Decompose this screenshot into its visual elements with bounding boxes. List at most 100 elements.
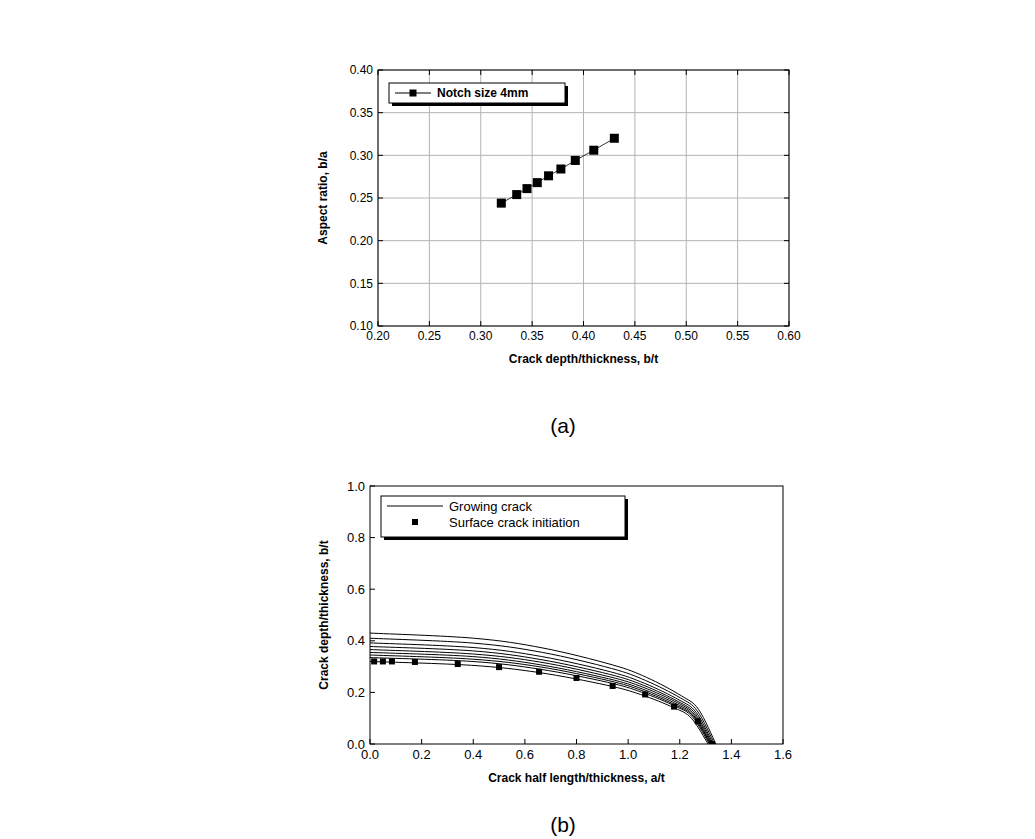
tick-label: 1.2 — [671, 747, 689, 762]
tick — [378, 198, 383, 199]
tick-label: 1.4 — [722, 747, 740, 762]
tick — [429, 70, 430, 75]
tick — [784, 283, 789, 284]
legend-box — [389, 83, 565, 103]
figure: 0.200.250.300.350.400.450.500.550.600.10… — [0, 0, 1035, 839]
tick — [378, 283, 383, 284]
data-point — [496, 664, 502, 670]
tick — [378, 112, 383, 113]
tick-label: 0.40 — [350, 63, 374, 77]
tick-label: 0.2 — [413, 747, 431, 762]
data-point — [589, 146, 598, 155]
tick — [686, 321, 687, 326]
tick-label: 0.25 — [418, 329, 442, 343]
grid-line — [378, 240, 789, 241]
data-point — [371, 658, 377, 664]
tick — [784, 155, 789, 156]
grid-line — [378, 198, 789, 199]
tick — [731, 739, 732, 744]
tick-label: 0.15 — [350, 277, 374, 291]
legend: Growing crackSurface crack initiation — [381, 496, 628, 540]
legend-line — [387, 506, 443, 507]
legend-label: Growing crack — [449, 499, 533, 514]
tick — [370, 537, 375, 538]
tick-label: 0.45 — [623, 329, 647, 343]
tick-label: 0.0 — [347, 737, 365, 752]
data-point — [574, 675, 580, 681]
tick — [524, 739, 525, 744]
tick-label: 0.30 — [350, 149, 374, 163]
tick — [378, 155, 383, 156]
tick-label: 0.6 — [347, 582, 365, 597]
panel-label: (a) — [550, 414, 576, 437]
legend-label: Surface crack initiation — [449, 515, 580, 530]
legend: Notch size 4mm — [389, 83, 568, 106]
tick — [370, 640, 375, 641]
x-axis-label: Crack half length/thickness, a/t — [488, 771, 665, 785]
legend-marker — [410, 90, 417, 97]
data-point — [610, 134, 619, 143]
tick — [737, 70, 738, 75]
plot-area — [497, 134, 619, 208]
data-point — [610, 683, 616, 689]
tick — [628, 739, 629, 744]
data-point — [512, 190, 521, 199]
tick — [378, 240, 383, 241]
tick — [532, 321, 533, 326]
data-point — [544, 171, 553, 180]
data-point — [497, 199, 506, 208]
panel-label: (b) — [550, 813, 576, 836]
legend-box — [381, 496, 625, 537]
data-point — [556, 164, 565, 173]
data-point — [671, 704, 677, 710]
tick-label: 0.10 — [350, 319, 374, 333]
tick-label: 0.4 — [464, 747, 482, 762]
tick — [686, 70, 687, 75]
tick-label: 1.0 — [619, 747, 637, 762]
tick — [473, 739, 474, 744]
tick-label: 1.0 — [347, 479, 365, 494]
background — [0, 0, 1035, 839]
tick — [583, 321, 584, 326]
tick-label: 0.2 — [347, 685, 365, 700]
tick-label: 0.50 — [675, 329, 699, 343]
tick — [370, 692, 375, 693]
tick-label: 0.8 — [567, 747, 585, 762]
tick-label: 0.35 — [350, 106, 374, 120]
tick — [679, 739, 680, 744]
tick-label: 0.6 — [516, 747, 534, 762]
tick — [532, 70, 533, 75]
data-point — [389, 658, 395, 664]
tick-label: 0.25 — [350, 191, 374, 205]
tick-label: 0.8 — [347, 530, 365, 545]
legend-label: Notch size 4mm — [437, 86, 528, 100]
tick — [429, 321, 430, 326]
tick-label: 0.4 — [347, 633, 365, 648]
series-line — [370, 633, 716, 744]
chart-panel: 0.200.250.300.350.400.450.500.550.600.10… — [316, 63, 801, 437]
y-axis-label: Crack depth/thickness, b/t — [317, 540, 331, 689]
tick-label: 0.35 — [520, 329, 544, 343]
data-point — [709, 741, 715, 744]
tick — [370, 589, 375, 590]
data-point — [695, 718, 701, 724]
grid-line — [378, 112, 789, 113]
data-point — [455, 661, 461, 667]
chart-panel: 0.00.20.40.60.81.01.21.41.60.00.20.40.60… — [317, 479, 792, 836]
tick-label: 0.40 — [572, 329, 596, 343]
series-line — [501, 138, 614, 203]
grid-line — [378, 283, 789, 284]
data-point — [522, 184, 531, 193]
data-point — [412, 659, 418, 665]
tick — [784, 198, 789, 199]
data-point — [380, 658, 386, 664]
y-axis-label: Aspect ratio, b/a — [316, 151, 330, 245]
tick — [634, 321, 635, 326]
tick — [634, 70, 635, 75]
tick — [421, 739, 422, 744]
plot-frame — [370, 486, 783, 744]
data-point — [536, 669, 542, 675]
tick-label: 1.6 — [774, 747, 792, 762]
tick — [784, 240, 789, 241]
tick-label: 0.30 — [469, 329, 493, 343]
